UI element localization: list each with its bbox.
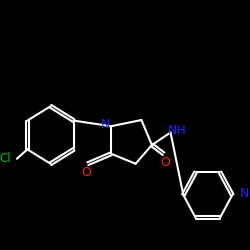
Text: N: N [100,118,110,131]
Text: Cl: Cl [0,152,11,165]
Text: O: O [82,166,92,179]
Text: NH: NH [168,124,187,136]
Text: O: O [160,156,170,169]
Text: N: N [239,187,249,200]
